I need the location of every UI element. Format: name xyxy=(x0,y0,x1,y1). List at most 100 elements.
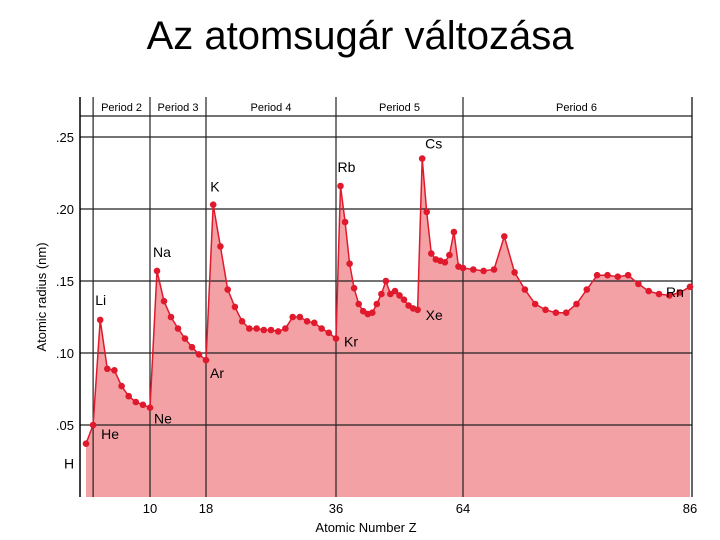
element-label-rb: Rb xyxy=(338,159,356,175)
radius-area-fill xyxy=(86,158,690,497)
data-point xyxy=(139,401,147,409)
data-point xyxy=(303,318,311,325)
data-point xyxy=(562,309,570,317)
data-point xyxy=(521,286,529,293)
data-point xyxy=(274,328,282,335)
element-label-k: K xyxy=(210,179,220,195)
element-label-cs: Cs xyxy=(425,136,442,152)
element-label-li: Li xyxy=(95,292,106,308)
data-point xyxy=(414,306,421,314)
data-point xyxy=(635,280,642,288)
y-tick-label: .25 xyxy=(56,130,74,145)
data-point xyxy=(202,356,210,364)
data-point xyxy=(686,283,694,291)
data-point xyxy=(160,297,168,305)
data-point xyxy=(132,398,140,406)
data-point xyxy=(542,306,549,314)
page-title: Az atomsugár változása xyxy=(146,14,574,58)
data-point xyxy=(311,319,318,327)
element-label-he: He xyxy=(101,426,119,442)
data-point xyxy=(346,260,353,268)
element-label-h: H xyxy=(64,456,74,472)
data-point xyxy=(676,289,683,296)
y-tick-label: .05 xyxy=(56,418,74,433)
data-point xyxy=(195,351,203,358)
data-point xyxy=(181,335,189,342)
data-point xyxy=(396,292,403,299)
data-point xyxy=(337,182,344,190)
y-tick-label: .10 xyxy=(56,346,74,361)
data-point xyxy=(400,296,408,304)
data-point xyxy=(188,343,196,351)
element-label-rn: Rn xyxy=(666,284,684,300)
data-point xyxy=(583,286,591,293)
data-point xyxy=(104,365,111,373)
data-point xyxy=(480,267,487,275)
data-point xyxy=(373,300,381,308)
data-point xyxy=(167,313,175,321)
data-point xyxy=(645,287,652,295)
data-point xyxy=(89,421,97,429)
period-label: Period 6 xyxy=(556,102,597,114)
data-point xyxy=(217,243,224,250)
data-point xyxy=(224,286,231,293)
data-point xyxy=(531,300,539,308)
x-tick-label: 10 xyxy=(143,501,157,516)
data-point xyxy=(111,367,118,374)
data-point xyxy=(369,309,376,317)
x-tick-label: 86 xyxy=(683,501,697,516)
data-point xyxy=(260,326,268,334)
y-axis-label: Atomic radius (nm) xyxy=(34,242,49,351)
data-point xyxy=(231,303,239,311)
period-label: Period 5 xyxy=(379,102,420,114)
data-point xyxy=(296,313,304,321)
element-label-ar: Ar xyxy=(210,365,224,381)
data-point xyxy=(267,326,275,334)
element-label-xe: Xe xyxy=(426,307,443,323)
data-point xyxy=(282,325,289,332)
data-point xyxy=(378,290,385,298)
element-label-na: Na xyxy=(153,244,171,260)
data-point xyxy=(355,300,363,308)
data-point xyxy=(446,251,453,259)
data-point xyxy=(246,325,253,332)
data-point xyxy=(391,287,399,295)
data-point xyxy=(174,325,182,332)
data-point xyxy=(350,284,358,292)
data-point xyxy=(382,277,390,285)
data-point xyxy=(209,201,217,208)
data-point xyxy=(624,271,632,279)
data-point xyxy=(423,208,431,216)
y-tick-label: .20 xyxy=(56,202,74,217)
data-point xyxy=(666,292,673,299)
data-point xyxy=(418,155,426,162)
data-point xyxy=(552,309,560,317)
data-point xyxy=(318,325,325,332)
data-point xyxy=(428,250,435,257)
data-point xyxy=(459,264,467,272)
data-point xyxy=(253,325,260,332)
data-point xyxy=(511,269,518,276)
data-point xyxy=(289,313,297,321)
data-point xyxy=(441,259,449,266)
data-point xyxy=(501,233,508,240)
data-point xyxy=(450,228,458,236)
x-tick-label: 18 xyxy=(199,501,213,516)
data-point xyxy=(82,440,90,448)
data-point xyxy=(490,266,498,273)
element-label-kr: Kr xyxy=(344,334,358,350)
data-point xyxy=(125,392,132,400)
element-label-ne: Ne xyxy=(154,411,172,427)
data-point xyxy=(325,329,333,337)
data-point xyxy=(470,266,477,273)
x-axis-label: Atomic Number Z xyxy=(315,520,416,535)
x-tick-label: 64 xyxy=(456,501,470,516)
data-point xyxy=(153,267,161,275)
x-tick-label: 36 xyxy=(329,501,343,516)
data-point xyxy=(146,404,154,412)
data-point xyxy=(593,271,601,279)
period-label: Period 3 xyxy=(158,102,199,114)
data-point xyxy=(341,218,349,226)
data-point xyxy=(332,335,340,342)
